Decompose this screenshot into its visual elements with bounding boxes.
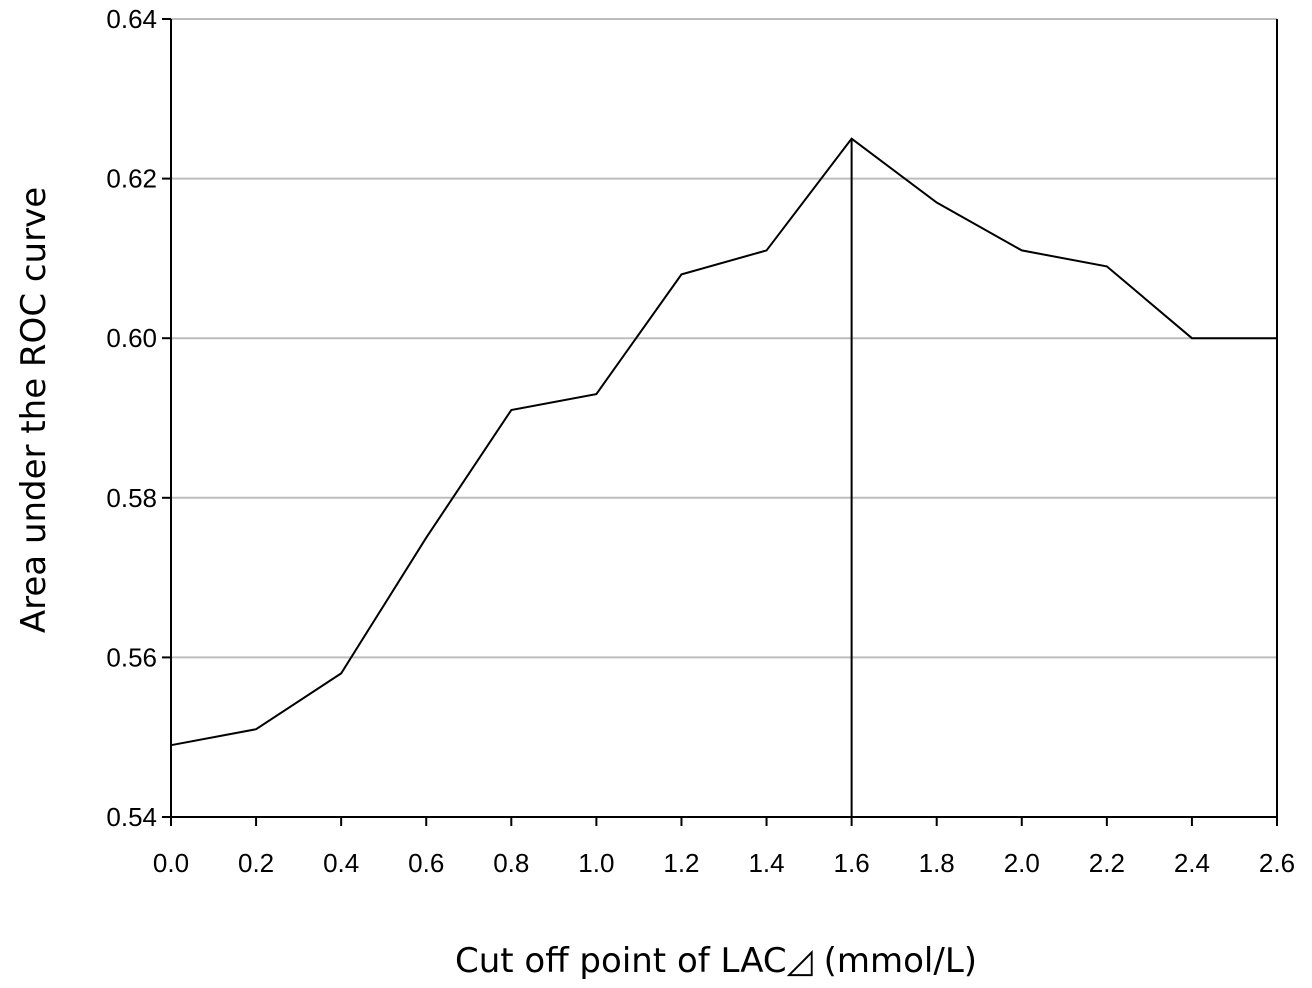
x-tick-label: 2.4	[1174, 848, 1210, 878]
x-tick-label: 1.2	[663, 848, 699, 878]
y-tick-label: 0.54	[106, 802, 157, 832]
y-tick-label: 0.56	[106, 642, 157, 672]
y-tick-label: 0.60	[106, 323, 157, 353]
x-tick-label: 2.2	[1089, 848, 1125, 878]
series-line	[170, 137, 1277, 747]
axes	[162, 18, 1278, 826]
x-tick-label: 0.2	[238, 848, 274, 878]
x-tick-label: 1.6	[834, 848, 870, 878]
x-tick-label: 1.8	[919, 848, 955, 878]
x-tick-label: 0.8	[493, 848, 529, 878]
y-tick-label: 0.62	[106, 164, 157, 194]
y-tick-label: 0.58	[106, 483, 157, 513]
x-tick-label: 0.0	[153, 848, 189, 878]
x-tick-labels: 0.0 0.2 0.4 0.6 0.8 1.0 1.2 1.4 1.6 1.8 2.0 2.2 2.4 2…	[153, 848, 1295, 878]
x-axis-title: Cut off point of LAC◿ (mmol/L)	[455, 941, 977, 981]
x-tick-label: 0.4	[323, 848, 359, 878]
x-tick-label: 1.0	[578, 848, 614, 878]
y-axis-title: Area under the ROC curve	[14, 187, 54, 633]
x-tick-label: 1.4	[748, 848, 784, 878]
x-tick-label: 0.6	[408, 848, 444, 878]
x-tick-label: 2.6	[1259, 848, 1295, 878]
y-tick-label: 0.64	[106, 4, 157, 34]
gridlines	[171, 18, 1277, 659]
x-tick-label: 2.0	[1004, 848, 1040, 878]
series-group	[170, 137, 1277, 747]
y-tick-labels: 0.54 0.56 0.58 0.60 0.62 0.64	[106, 4, 157, 832]
